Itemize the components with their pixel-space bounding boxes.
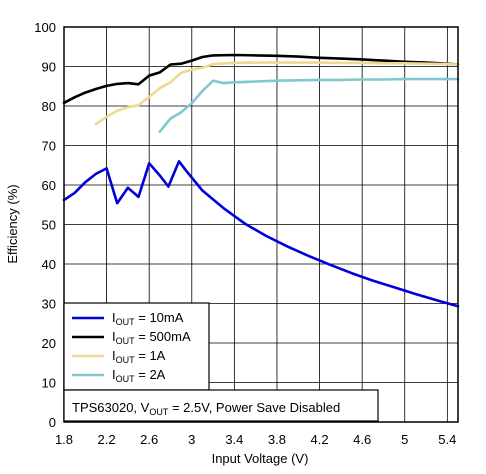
legend-label: IOUT = 500mA bbox=[112, 329, 191, 346]
legend-label-prefix: I bbox=[112, 348, 116, 363]
legend-label-prefix: I bbox=[112, 310, 116, 325]
series-layer bbox=[62, 53, 460, 308]
series-line-2 bbox=[94, 61, 460, 126]
legend-label: IOUT = 10mA bbox=[112, 310, 184, 327]
legend-label-sub: OUT bbox=[116, 355, 136, 365]
annotation-box bbox=[63, 389, 379, 422]
y-tick-label: 60 bbox=[42, 178, 56, 193]
plot-frame bbox=[63, 26, 459, 423]
legend-label-suffix: = 500mA bbox=[135, 329, 191, 344]
legend-label-sub: OUT bbox=[116, 336, 136, 346]
x-tick-label: 1.8 bbox=[55, 432, 73, 447]
legend-label-suffix: = 2A bbox=[135, 367, 166, 382]
y-tick-label: 20 bbox=[42, 336, 56, 351]
annotation-prefix: TPS63020, V bbox=[72, 400, 150, 415]
x-tick-label: 2.6 bbox=[140, 432, 158, 447]
annotation-sub: OUT bbox=[149, 407, 169, 417]
y-tick-label: 80 bbox=[42, 99, 56, 114]
y-tick-label: 90 bbox=[42, 60, 56, 75]
series-line-1 bbox=[62, 53, 460, 105]
x-axis-label: Input Voltage (V) bbox=[212, 451, 309, 466]
annotation-text: TPS63020, VOUT = 2.5V, Power Save Disabl… bbox=[72, 400, 340, 417]
y-tick-label: 30 bbox=[42, 297, 56, 312]
legend-label-prefix: I bbox=[112, 367, 116, 382]
x-tick-label: 4.6 bbox=[353, 432, 371, 447]
legend-label-prefix: I bbox=[112, 329, 116, 344]
x-tick-label: 5.4 bbox=[438, 432, 456, 447]
x-tick-label: 3.8 bbox=[268, 432, 286, 447]
x-tick-label: 4.2 bbox=[311, 432, 329, 447]
y-tick-label: 50 bbox=[42, 218, 56, 233]
x-tick-label: 2.2 bbox=[98, 432, 116, 447]
legend-label-sub: OUT bbox=[116, 374, 136, 384]
tick-labels: 1.8 2.2 2.6 3 3.4 3.8 4.2 4.6 5 5.4 0 10 20 30 40 50 60 7… bbox=[34, 20, 456, 447]
y-tick-label: 10 bbox=[42, 376, 56, 391]
y-tick-label: 40 bbox=[42, 257, 56, 272]
annotation: TPS63020, VOUT = 2.5V, Power Save Disabl… bbox=[63, 389, 379, 422]
y-tick-label: 70 bbox=[42, 139, 56, 154]
legend-label: IOUT = 2A bbox=[112, 367, 166, 384]
legend-label-sub: OUT bbox=[116, 317, 136, 327]
y-tick-label: 0 bbox=[49, 415, 56, 430]
y-tick-label: 100 bbox=[34, 20, 56, 35]
y-axis-label: Efficiency (%) bbox=[5, 184, 20, 263]
annotation-suffix: = 2.5V, Power Save Disabled bbox=[168, 400, 340, 415]
series-line-3 bbox=[158, 77, 460, 133]
x-tick-label: 5 bbox=[401, 432, 408, 447]
legend-label: IOUT = 1A bbox=[112, 348, 166, 365]
x-tick-label: 3.4 bbox=[225, 432, 243, 447]
legend-label-suffix: = 1A bbox=[135, 348, 166, 363]
legend-label-suffix: = 10mA bbox=[135, 310, 184, 325]
x-tick-label: 3 bbox=[188, 432, 195, 447]
series-line-0 bbox=[62, 160, 460, 308]
